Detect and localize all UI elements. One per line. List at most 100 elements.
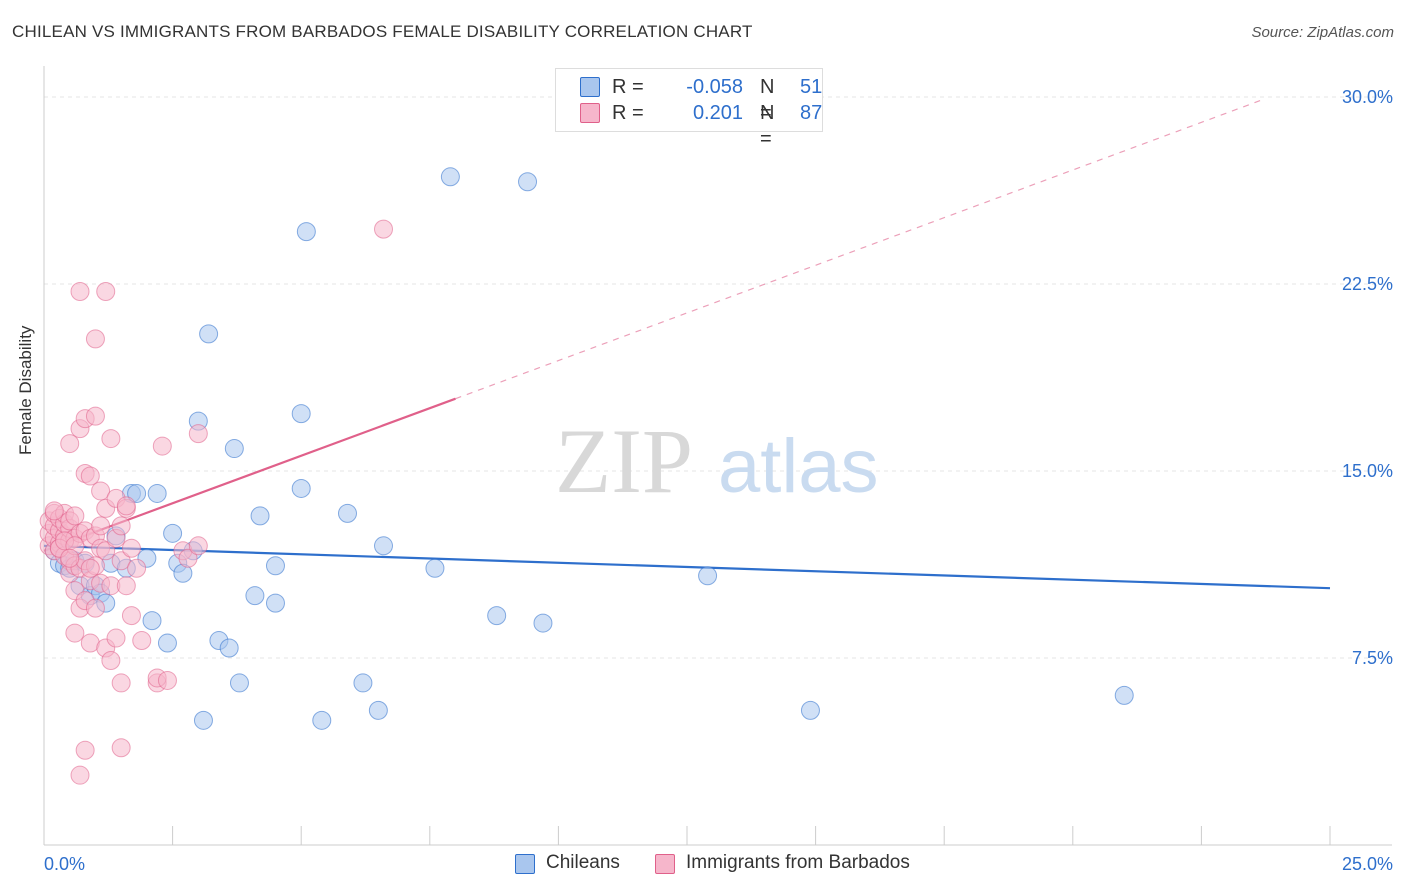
point-chileans bbox=[1114, 685, 1134, 705]
point-chileans bbox=[296, 222, 316, 242]
data-points bbox=[39, 167, 1134, 785]
axes bbox=[43, 66, 1392, 846]
x-tick-label: 25.0% bbox=[1342, 854, 1393, 874]
point-barbados bbox=[85, 329, 105, 349]
point-barbados bbox=[111, 673, 131, 693]
point-chileans bbox=[533, 613, 553, 633]
stats-n-value: 51 bbox=[800, 76, 823, 98]
y-tick-label: 15.0% bbox=[1342, 461, 1393, 481]
point-barbados bbox=[121, 606, 141, 626]
point-barbados bbox=[111, 738, 131, 758]
point-barbados bbox=[91, 516, 111, 536]
point-barbados bbox=[80, 558, 100, 578]
point-barbados bbox=[106, 628, 126, 648]
watermark-atlas: atlas bbox=[718, 424, 879, 509]
point-barbados bbox=[101, 429, 121, 449]
point-chileans bbox=[265, 556, 285, 576]
x-tick-label: 0.0% bbox=[44, 854, 85, 874]
point-barbados bbox=[70, 765, 90, 785]
point-barbados bbox=[96, 281, 116, 301]
point-chileans bbox=[199, 324, 219, 344]
point-barbados bbox=[188, 424, 208, 444]
tick-labels: 7.5% 15.0% 22.5% 30.0% 0.0% 25.0% bbox=[44, 87, 1393, 874]
point-barbados bbox=[75, 740, 95, 760]
point-chileans bbox=[193, 710, 213, 730]
trend-line-chileans bbox=[43, 544, 1331, 590]
point-barbados bbox=[188, 536, 208, 556]
point-chileans bbox=[224, 439, 244, 459]
stats-n-label: N = bbox=[760, 76, 775, 124]
y-tick-label: 7.5% bbox=[1352, 648, 1393, 668]
point-barbados bbox=[127, 558, 147, 578]
point-chileans bbox=[440, 167, 460, 187]
stats-r-value: -0.058 bbox=[686, 76, 743, 98]
point-barbados bbox=[121, 538, 141, 558]
legend-swatch-barbados bbox=[655, 854, 675, 874]
gridlines bbox=[44, 96, 1392, 659]
point-barbados bbox=[70, 281, 90, 301]
watermark-zip: ZIP bbox=[555, 410, 693, 512]
point-chileans bbox=[229, 673, 249, 693]
legend-label-chileans: Chileans bbox=[546, 852, 620, 873]
point-chileans bbox=[163, 523, 183, 543]
point-chileans bbox=[425, 558, 445, 578]
point-chileans bbox=[147, 483, 167, 503]
point-barbados bbox=[60, 548, 80, 568]
point-barbados bbox=[157, 670, 177, 690]
point-barbados bbox=[116, 576, 136, 596]
point-chileans bbox=[265, 593, 285, 613]
point-chileans bbox=[353, 673, 373, 693]
point-chileans bbox=[800, 700, 820, 720]
point-barbados bbox=[152, 436, 172, 456]
point-chileans bbox=[368, 700, 388, 720]
point-chileans bbox=[142, 611, 162, 631]
point-chileans bbox=[698, 566, 718, 586]
legend-swatch-chileans bbox=[515, 854, 535, 874]
point-barbados bbox=[44, 501, 64, 521]
stats-n-value: 87 bbox=[800, 102, 823, 124]
point-chileans bbox=[337, 503, 357, 523]
chart-title: CHILEAN VS IMMIGRANTS FROM BARBADOS FEMA… bbox=[12, 22, 753, 41]
point-barbados bbox=[80, 466, 100, 486]
stats-r-value: 0.201 bbox=[692, 102, 743, 124]
point-chileans bbox=[250, 506, 270, 526]
stats-n-label: N = bbox=[760, 102, 775, 150]
y-tick-label: 30.0% bbox=[1342, 87, 1393, 107]
stats-swatch-barbados bbox=[580, 103, 600, 123]
point-barbados bbox=[116, 496, 136, 516]
point-barbados bbox=[111, 516, 131, 536]
point-chileans bbox=[291, 478, 311, 498]
point-chileans bbox=[487, 606, 507, 626]
legend-label-barbados: Immigrants from Barbados bbox=[686, 852, 910, 873]
point-chileans bbox=[374, 536, 394, 556]
point-barbados bbox=[85, 406, 105, 426]
stats-r-label: R = bbox=[612, 76, 644, 98]
trend-extension-barbados bbox=[455, 98, 1264, 400]
point-chileans bbox=[157, 633, 177, 653]
point-barbados bbox=[374, 219, 394, 239]
watermark: ZIP atlas bbox=[555, 410, 879, 512]
stats-swatch-chileans bbox=[580, 77, 600, 97]
point-barbados bbox=[178, 548, 198, 568]
point-barbados bbox=[85, 598, 105, 618]
point-chileans bbox=[127, 483, 147, 503]
stats-r-label: R = bbox=[612, 102, 644, 124]
point-chileans bbox=[219, 638, 239, 658]
point-chileans bbox=[518, 172, 538, 192]
point-chileans bbox=[291, 404, 311, 424]
stats-box: R = -0.058 N = 51 R = 0.201 N = 87 bbox=[555, 68, 823, 150]
source-label: Source: ZipAtlas.com bbox=[1251, 24, 1394, 41]
point-barbados bbox=[91, 481, 111, 501]
point-barbados bbox=[65, 623, 85, 643]
point-barbados bbox=[101, 650, 121, 670]
point-chileans bbox=[312, 710, 332, 730]
point-barbados bbox=[96, 541, 116, 561]
y-tick-label: 22.5% bbox=[1342, 274, 1393, 294]
point-barbados bbox=[132, 631, 152, 651]
point-barbados bbox=[60, 434, 80, 454]
y-axis-label: Female Disability bbox=[16, 325, 35, 455]
point-barbados bbox=[111, 551, 131, 571]
point-barbados bbox=[65, 506, 85, 526]
trend-lines bbox=[43, 98, 1331, 590]
